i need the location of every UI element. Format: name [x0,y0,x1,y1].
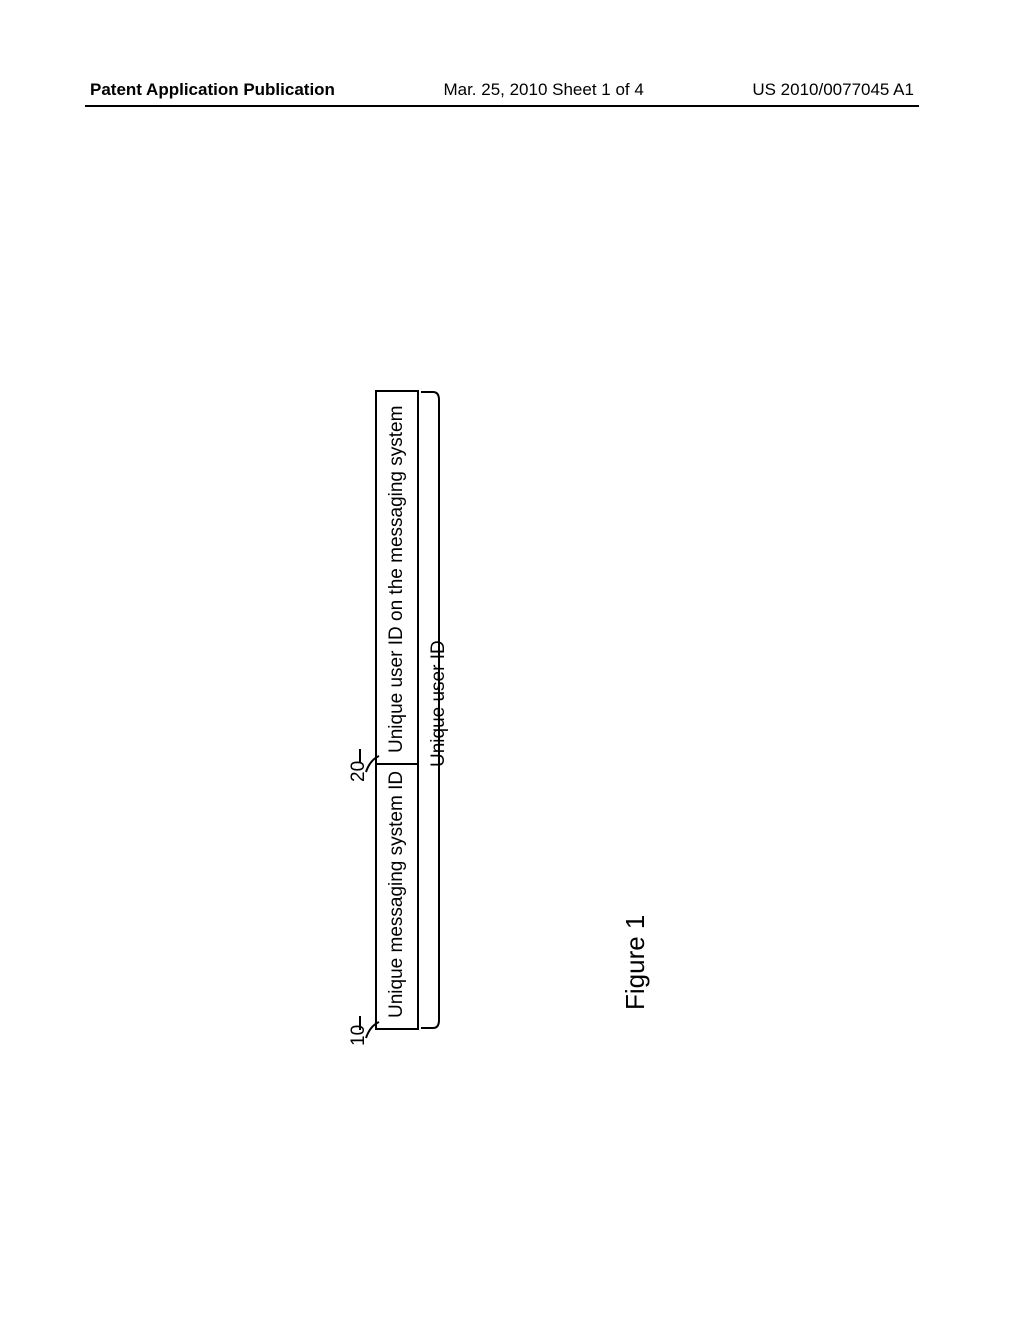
header-pub-number: US 2010/0077045 A1 [752,80,914,100]
reference-numeral-20: 20 [348,761,370,782]
page-header: Patent Application Publication Mar. 25, … [0,80,1024,100]
cell-user-id-on-system: Unique user ID on the messaging system [377,392,417,763]
header-date-sheet: Mar. 25, 2010 Sheet 1 of 4 [443,80,643,100]
brace-label: Unique user ID [428,640,450,767]
figure-caption: Figure 1 [620,915,651,1010]
reference-numeral-10: 10 [348,1025,370,1046]
id-structure-box: Unique messaging system ID Unique user I… [375,390,419,1030]
header-publication: Patent Application Publication [90,80,335,100]
header-divider [85,105,919,107]
cell-messaging-system-id: Unique messaging system ID [377,763,417,1028]
